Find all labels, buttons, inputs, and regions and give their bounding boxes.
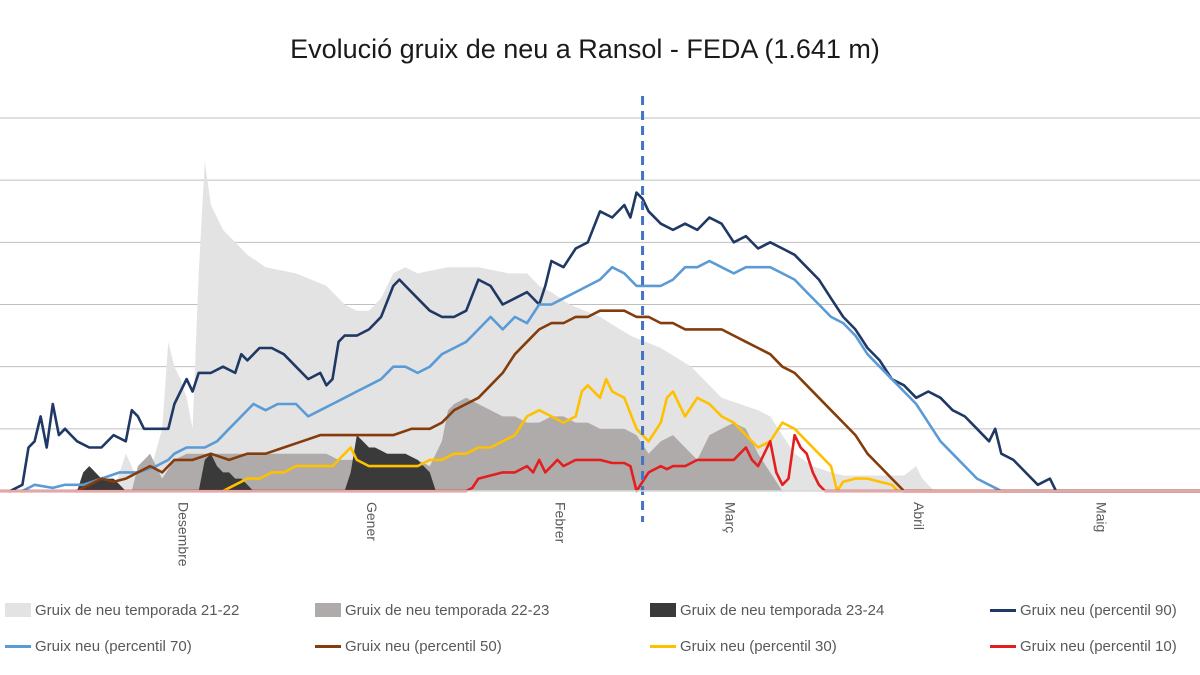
- month-label-febrer: Febrer: [552, 502, 568, 544]
- legend-label: Gruix neu (percentil 10): [1020, 637, 1177, 655]
- line-series-gruix-neu-percentil-10: [0, 433, 1200, 493]
- legend-item-gruix-neu-percentil-70: Gruix neu (percentil 70): [5, 634, 192, 658]
- line-series-gruix-neu-percentil-30: [221, 377, 900, 493]
- legend-label: Gruix de neu temporada 21-22: [35, 601, 240, 619]
- legend-swatch: [990, 608, 1016, 612]
- legend-swatch: [990, 644, 1016, 648]
- area-series-gruix-de-neu-temporada-22-23: [0, 397, 1200, 491]
- legend-item-gruix-de-neu-temporada-23-24: Gruix de neu temporada 23-24: [650, 598, 884, 622]
- legend: Gruix de neu temporada 21-22 Gruix de neu…: [0, 596, 1200, 666]
- month-label-maig: Maig: [1093, 502, 1109, 532]
- legend-item-gruix-neu-percentil-90: Gruix neu (percentil 90): [990, 598, 1177, 622]
- legend-item-gruix-de-neu-temporada-21-22: Gruix de neu temporada 21-22: [5, 598, 239, 622]
- line-series-layer: [0, 191, 1200, 493]
- legend-swatch: [650, 644, 676, 648]
- month-label-desembre: Desembre: [175, 502, 191, 567]
- legend-label: Gruix neu (percentil 50): [345, 637, 502, 655]
- chart-title: Evolució gruix de neu a Ransol - FEDA (1…: [290, 34, 880, 64]
- legend-label: Gruix neu (percentil 70): [35, 637, 192, 655]
- line-series-gruix-neu-percentil-50: [75, 309, 1200, 493]
- legend-swatch: [5, 603, 31, 617]
- month-label-gener: Gener: [364, 502, 380, 541]
- legend-swatch: [5, 644, 31, 648]
- legend-label: Gruix de neu temporada 22-23: [345, 601, 550, 619]
- month-label-marc: Març: [723, 502, 739, 533]
- snow-depth-chart: Evolució gruix de neu a Ransol - FEDA (1…: [0, 34, 1200, 567]
- legend-label: Gruix neu (percentil 90): [1020, 601, 1177, 619]
- legend-item-gruix-neu-percentil-10: Gruix neu (percentil 10): [990, 634, 1177, 658]
- legend-item-gruix-neu-percentil-50: Gruix neu (percentil 50): [315, 634, 502, 658]
- legend-label: Gruix de neu temporada 23-24: [680, 601, 885, 619]
- legend-swatch: [315, 603, 341, 617]
- line-series-gruix-neu-percentil-70: [21, 259, 1200, 493]
- x-axis: Desembre Gener Febrer Març Abril Maig: [0, 490, 1200, 567]
- area-series-gruix-de-neu-temporada-23-24: [0, 435, 1200, 491]
- legend-item-gruix-neu-percentil-30: Gruix neu (percentil 30): [650, 634, 837, 658]
- line-series-gruix-neu-percentil-90: [8, 191, 1200, 493]
- legend-swatch: [315, 644, 341, 648]
- legend-label: Gruix neu (percentil 30): [680, 637, 837, 655]
- legend-swatch: [650, 603, 676, 617]
- legend-item-gruix-de-neu-temporada-22-23: Gruix de neu temporada 22-23: [315, 598, 549, 622]
- month-label-abril: Abril: [911, 502, 927, 530]
